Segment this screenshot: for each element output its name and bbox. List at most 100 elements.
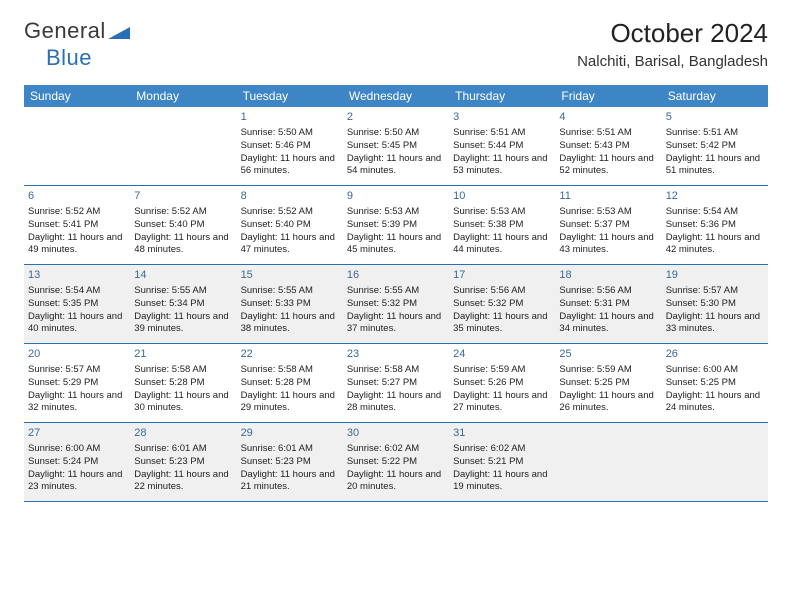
day-number: 31 <box>453 426 551 441</box>
day-number: 29 <box>241 426 339 441</box>
day-cell: 20Sunrise: 5:57 AMSunset: 5:29 PMDayligh… <box>24 344 130 422</box>
weekday-tuesday: Tuesday <box>237 85 343 107</box>
sunset-text: Sunset: 5:32 PM <box>347 298 445 311</box>
daylight-text: Daylight: 11 hours and 48 minutes. <box>134 232 232 258</box>
day-cell: 31Sunrise: 6:02 AMSunset: 5:21 PMDayligh… <box>449 423 555 501</box>
sunset-text: Sunset: 5:40 PM <box>134 219 232 232</box>
sunrise-text: Sunrise: 5:58 AM <box>347 364 445 377</box>
sunrise-text: Sunrise: 5:52 AM <box>134 206 232 219</box>
header: GeneralBlue October 2024 Nalchiti, Baris… <box>24 18 768 71</box>
day-cell: 5Sunrise: 5:51 AMSunset: 5:42 PMDaylight… <box>662 107 768 185</box>
empty-cell <box>24 107 130 185</box>
sunrise-text: Sunrise: 5:50 AM <box>347 127 445 140</box>
day-number: 2 <box>347 110 445 125</box>
day-number: 25 <box>559 347 657 362</box>
daylight-text: Daylight: 11 hours and 23 minutes. <box>28 469 126 495</box>
sunrise-text: Sunrise: 5:58 AM <box>241 364 339 377</box>
day-number: 3 <box>453 110 551 125</box>
sunset-text: Sunset: 5:32 PM <box>453 298 551 311</box>
sunset-text: Sunset: 5:28 PM <box>134 377 232 390</box>
day-cell: 28Sunrise: 6:01 AMSunset: 5:23 PMDayligh… <box>130 423 236 501</box>
day-number: 9 <box>347 189 445 204</box>
sunrise-text: Sunrise: 5:57 AM <box>666 285 764 298</box>
day-number: 7 <box>134 189 232 204</box>
sunrise-text: Sunrise: 5:51 AM <box>666 127 764 140</box>
day-number: 16 <box>347 268 445 283</box>
day-number: 24 <box>453 347 551 362</box>
day-number: 1 <box>241 110 339 125</box>
day-number: 23 <box>347 347 445 362</box>
sunrise-text: Sunrise: 5:54 AM <box>28 285 126 298</box>
daylight-text: Daylight: 11 hours and 51 minutes. <box>666 153 764 179</box>
sunrise-text: Sunrise: 5:51 AM <box>559 127 657 140</box>
title-block: October 2024 Nalchiti, Barisal, Banglade… <box>577 18 768 70</box>
location-text: Nalchiti, Barisal, Bangladesh <box>577 53 768 70</box>
sunset-text: Sunset: 5:45 PM <box>347 140 445 153</box>
weekday-thursday: Thursday <box>449 85 555 107</box>
sunrise-text: Sunrise: 5:52 AM <box>28 206 126 219</box>
brand-part2: Blue <box>46 45 92 70</box>
sunrise-text: Sunrise: 6:01 AM <box>241 443 339 456</box>
sunrise-text: Sunrise: 5:55 AM <box>134 285 232 298</box>
sunset-text: Sunset: 5:43 PM <box>559 140 657 153</box>
daylight-text: Daylight: 11 hours and 21 minutes. <box>241 469 339 495</box>
daylight-text: Daylight: 11 hours and 28 minutes. <box>347 390 445 416</box>
sunset-text: Sunset: 5:25 PM <box>559 377 657 390</box>
daylight-text: Daylight: 11 hours and 45 minutes. <box>347 232 445 258</box>
daylight-text: Daylight: 11 hours and 40 minutes. <box>28 311 126 337</box>
day-cell: 26Sunrise: 6:00 AMSunset: 5:25 PMDayligh… <box>662 344 768 422</box>
day-cell: 9 Sunrise: 5:53 AMSunset: 5:39 PMDaylight… <box>343 186 449 264</box>
empty-cell <box>662 423 768 501</box>
daylight-text: Daylight: 11 hours and 22 minutes. <box>134 469 232 495</box>
sunset-text: Sunset: 5:30 PM <box>666 298 764 311</box>
brand-triangle-icon <box>108 19 130 45</box>
day-number: 10 <box>453 189 551 204</box>
day-cell: 19Sunrise: 5:57 AMSunset: 5:30 PMDayligh… <box>662 265 768 343</box>
sunset-text: Sunset: 5:40 PM <box>241 219 339 232</box>
sunrise-text: Sunrise: 6:00 AM <box>666 364 764 377</box>
daylight-text: Daylight: 11 hours and 53 minutes. <box>453 153 551 179</box>
day-cell: 29 Sunrise: 6:01 AMSunset: 5:23 PMDayligh… <box>237 423 343 501</box>
day-cell: 23 Sunrise: 5:58 AMSunset: 5:27 PMDayligh… <box>343 344 449 422</box>
day-number: 4 <box>559 110 657 125</box>
day-cell: 24Sunrise: 5:59 AMSunset: 5:26 PMDayligh… <box>449 344 555 422</box>
sunset-text: Sunset: 5:33 PM <box>241 298 339 311</box>
week-row: 1Sunrise: 5:50 AMSunset: 5:46 PMDaylight… <box>24 107 768 186</box>
day-number: 26 <box>666 347 764 362</box>
sunrise-text: Sunrise: 5:53 AM <box>347 206 445 219</box>
day-cell: 1Sunrise: 5:50 AMSunset: 5:46 PMDaylight… <box>237 107 343 185</box>
day-cell: 18Sunrise: 5:56 AMSunset: 5:31 PMDayligh… <box>555 265 661 343</box>
daylight-text: Daylight: 11 hours and 38 minutes. <box>241 311 339 337</box>
day-cell: 30Sunrise: 6:02 AMSunset: 5:22 PMDayligh… <box>343 423 449 501</box>
day-cell: 6Sunrise: 5:52 AMSunset: 5:41 PMDaylight… <box>24 186 130 264</box>
day-number: 12 <box>666 189 764 204</box>
sunset-text: Sunset: 5:39 PM <box>347 219 445 232</box>
sunrise-text: Sunrise: 6:01 AM <box>134 443 232 456</box>
calendar-page: GeneralBlue October 2024 Nalchiti, Baris… <box>0 0 792 520</box>
day-number: 17 <box>453 268 551 283</box>
week-row: 6Sunrise: 5:52 AMSunset: 5:41 PMDaylight… <box>24 186 768 265</box>
day-number: 8 <box>241 189 339 204</box>
sunset-text: Sunset: 5:34 PM <box>134 298 232 311</box>
day-number: 28 <box>134 426 232 441</box>
day-number: 20 <box>28 347 126 362</box>
sunset-text: Sunset: 5:27 PM <box>347 377 445 390</box>
sunset-text: Sunset: 5:29 PM <box>28 377 126 390</box>
sunset-text: Sunset: 5:35 PM <box>28 298 126 311</box>
day-cell: 16Sunrise: 5:55 AMSunset: 5:32 PMDayligh… <box>343 265 449 343</box>
daylight-text: Daylight: 11 hours and 44 minutes. <box>453 232 551 258</box>
weekday-wednesday: Wednesday <box>343 85 449 107</box>
daylight-text: Daylight: 11 hours and 35 minutes. <box>453 311 551 337</box>
daylight-text: Daylight: 11 hours and 49 minutes. <box>28 232 126 258</box>
day-cell: 4Sunrise: 5:51 AMSunset: 5:43 PMDaylight… <box>555 107 661 185</box>
sunset-text: Sunset: 5:25 PM <box>666 377 764 390</box>
sunset-text: Sunset: 5:38 PM <box>453 219 551 232</box>
sunset-text: Sunset: 5:36 PM <box>666 219 764 232</box>
week-row: 20Sunrise: 5:57 AMSunset: 5:29 PMDayligh… <box>24 344 768 423</box>
sunrise-text: Sunrise: 5:53 AM <box>559 206 657 219</box>
sunset-text: Sunset: 5:23 PM <box>241 456 339 469</box>
calendar-grid: SundayMondayTuesdayWednesdayThursdayFrid… <box>24 85 768 502</box>
day-cell: 8Sunrise: 5:52 AMSunset: 5:40 PMDaylight… <box>237 186 343 264</box>
month-title: October 2024 <box>577 18 768 49</box>
day-cell: 14Sunrise: 5:55 AMSunset: 5:34 PMDayligh… <box>130 265 236 343</box>
